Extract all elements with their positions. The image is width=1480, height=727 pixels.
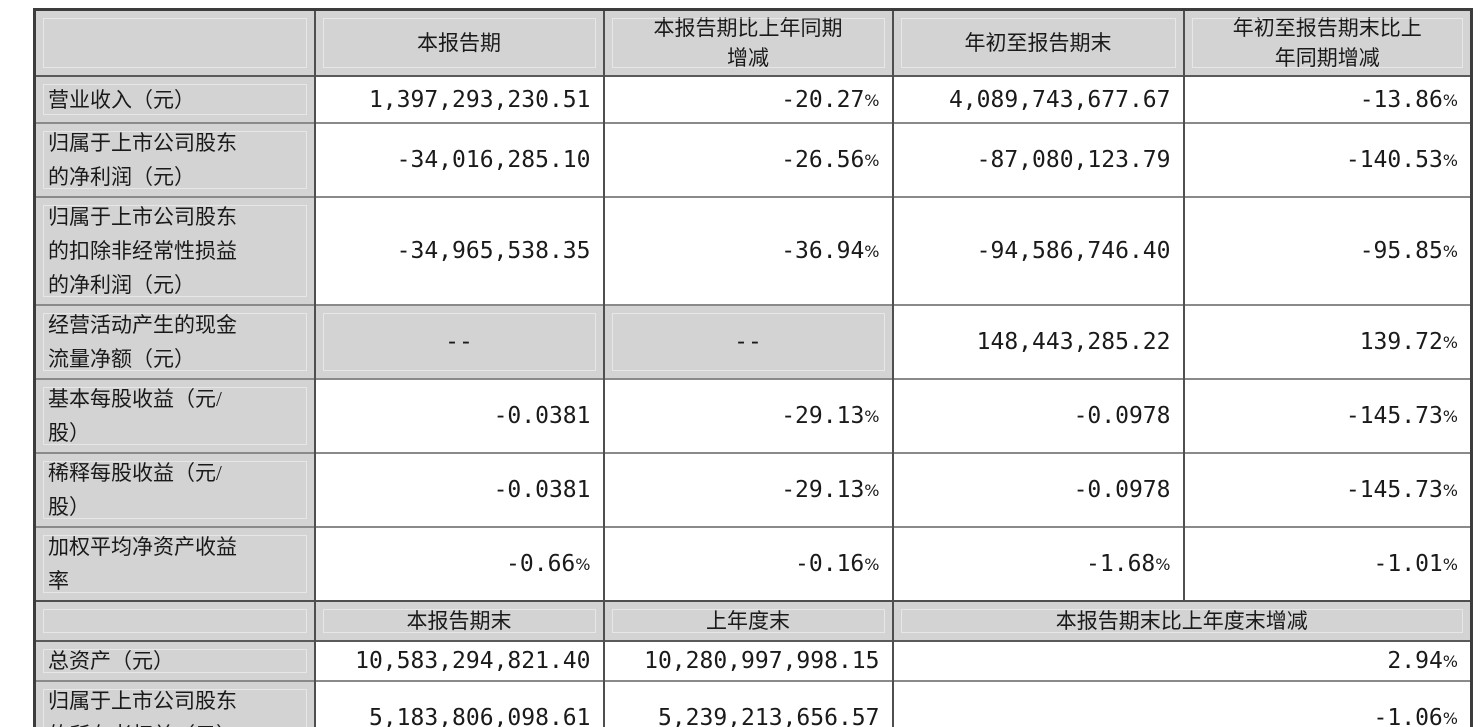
deducted-net-profit-current: -34,965,538.35 xyxy=(313,196,604,305)
row-operating-cash-flow: 经营活动产生的现金 流量净额（元） -- -- 148,443,285.22 1… xyxy=(34,304,1472,379)
diluted-eps-ytd: -0.0978 xyxy=(891,452,1184,527)
basic-eps-ytd: -0.0978 xyxy=(891,378,1184,453)
equity-prev-year-end: 5,239,213,656.57 xyxy=(602,680,893,727)
basic-eps-current-yoy: -29.13% xyxy=(602,378,893,453)
total-assets-prev-year-end: 10,280,997,998.15 xyxy=(602,640,893,681)
header-ytd-yoy: 年初至报告期末比上 年同期增减 xyxy=(1182,8,1472,76)
row-label-net-profit: 归属于上市公司股东 的净利润（元） xyxy=(34,122,315,197)
total-assets-change: 2.94% xyxy=(891,640,1472,681)
roe-current: -0.66% xyxy=(313,526,604,601)
row-label-deducted-net-profit: 归属于上市公司股东 的扣除非经常性损益 的净利润（元） xyxy=(34,196,315,305)
header-ytd: 年初至报告期末 xyxy=(891,8,1184,76)
cash-flow-ytd-yoy: 139.72% xyxy=(1182,304,1472,379)
row-label-diluted-eps: 稀释每股收益（元/ 股） xyxy=(34,452,315,527)
header-row-period-end: 本报告期末 上年度末 本报告期末比上年度末增减 xyxy=(34,600,1472,641)
net-profit-ytd-yoy: -140.53% xyxy=(1182,122,1472,197)
header2-blank-cell xyxy=(34,600,315,641)
equity-change: -1.06% xyxy=(891,680,1472,727)
row-label-equity: 归属于上市公司股东 的所有者权益（元） xyxy=(34,680,315,727)
row-basic-eps: 基本每股收益（元/ 股） -0.0381 -29.13% -0.0978 -14… xyxy=(34,378,1472,453)
header-blank-cell xyxy=(34,8,315,76)
row-label-total-assets: 总资产（元） xyxy=(34,640,315,681)
roe-ytd: -1.68% xyxy=(891,526,1184,601)
header-current-period: 本报告期 xyxy=(313,8,604,76)
revenue-ytd-yoy: -13.86% xyxy=(1182,75,1472,123)
basic-eps-current: -0.0381 xyxy=(313,378,604,453)
deducted-net-profit-current-yoy: -36.94% xyxy=(602,196,893,305)
header-prev-year-end: 上年度末 xyxy=(602,600,893,641)
net-profit-current: -34,016,285.10 xyxy=(313,122,604,197)
row-deducted-net-profit: 归属于上市公司股东 的扣除非经常性损益 的净利润（元） -34,965,538.… xyxy=(34,196,1472,305)
revenue-ytd: 4,089,743,677.67 xyxy=(891,75,1184,123)
diluted-eps-ytd-yoy: -145.73% xyxy=(1182,452,1472,527)
row-label-basic-eps: 基本每股收益（元/ 股） xyxy=(34,378,315,453)
key-financials-table: 本报告期 本报告期比上年同期 增减 年初至报告期末 年初至报告期末比上 年同期增… xyxy=(33,8,1473,727)
deducted-net-profit-ytd: -94,586,746.40 xyxy=(891,196,1184,305)
net-profit-current-yoy: -26.56% xyxy=(602,122,893,197)
cash-flow-current-na: -- xyxy=(313,304,604,379)
row-weighted-avg-roe: 加权平均净资产收益 率 -0.66% -0.16% -1.68% -1.01% xyxy=(34,526,1472,601)
header-current-period-yoy: 本报告期比上年同期 增减 xyxy=(602,8,893,76)
revenue-current-yoy: -20.27% xyxy=(602,75,893,123)
row-label-operating-revenue: 营业收入（元） xyxy=(34,75,315,123)
row-label-operating-cash-flow: 经营活动产生的现金 流量净额（元） xyxy=(34,304,315,379)
row-net-profit: 归属于上市公司股东 的净利润（元） -34,016,285.10 -26.56%… xyxy=(34,122,1472,197)
roe-ytd-yoy: -1.01% xyxy=(1182,526,1472,601)
row-diluted-eps: 稀释每股收益（元/ 股） -0.0381 -29.13% -0.0978 -14… xyxy=(34,452,1472,527)
equity-period-end: 5,183,806,098.61 xyxy=(313,680,604,727)
revenue-current: 1,397,293,230.51 xyxy=(313,75,604,123)
header-period-end: 本报告期末 xyxy=(313,600,604,641)
row-equity: 归属于上市公司股东 的所有者权益（元） 5,183,806,098.61 5,2… xyxy=(34,680,1472,727)
roe-current-yoy: -0.16% xyxy=(602,526,893,601)
row-label-weighted-avg-roe: 加权平均净资产收益 率 xyxy=(34,526,315,601)
row-operating-revenue: 营业收入（元） 1,397,293,230.51 -20.27% 4,089,7… xyxy=(34,75,1472,123)
basic-eps-ytd-yoy: -145.73% xyxy=(1182,378,1472,453)
cash-flow-current-yoy-na: -- xyxy=(602,304,893,379)
total-assets-period-end: 10,583,294,821.40 xyxy=(313,640,604,681)
cash-flow-ytd: 148,443,285.22 xyxy=(891,304,1184,379)
diluted-eps-current: -0.0381 xyxy=(313,452,604,527)
diluted-eps-current-yoy: -29.13% xyxy=(602,452,893,527)
header-row-period: 本报告期 本报告期比上年同期 增减 年初至报告期末 年初至报告期末比上 年同期增… xyxy=(34,8,1472,76)
header-period-end-change: 本报告期末比上年度末增减 xyxy=(891,600,1472,641)
deducted-net-profit-ytd-yoy: -95.85% xyxy=(1182,196,1472,305)
net-profit-ytd: -87,080,123.79 xyxy=(891,122,1184,197)
row-total-assets: 总资产（元） 10,583,294,821.40 10,280,997,998.… xyxy=(34,640,1472,681)
